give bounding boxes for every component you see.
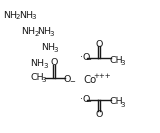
- Text: 3: 3: [54, 47, 58, 53]
- Text: NH: NH: [3, 11, 17, 20]
- Text: O: O: [96, 40, 103, 49]
- Text: O: O: [96, 110, 103, 119]
- Text: −: −: [85, 57, 91, 63]
- Text: 3: 3: [50, 31, 54, 37]
- Text: +++: +++: [93, 73, 111, 79]
- Text: NH: NH: [21, 27, 35, 36]
- Text: 2: 2: [16, 14, 20, 20]
- Text: NH: NH: [19, 11, 33, 20]
- Text: 3: 3: [44, 63, 48, 69]
- Text: 3: 3: [121, 60, 125, 66]
- Text: 3: 3: [121, 101, 125, 107]
- Text: ·O: ·O: [80, 95, 90, 104]
- Text: CH: CH: [110, 97, 124, 106]
- Text: NH: NH: [30, 59, 44, 68]
- Text: NH: NH: [41, 43, 55, 52]
- Text: NH: NH: [37, 27, 51, 36]
- Text: O: O: [64, 75, 71, 84]
- Text: O: O: [51, 58, 58, 67]
- Text: CH: CH: [30, 73, 44, 82]
- Text: −: −: [85, 99, 91, 105]
- Text: Co: Co: [83, 75, 96, 85]
- Text: −: −: [69, 79, 75, 85]
- Text: 3: 3: [32, 14, 36, 20]
- Text: CH: CH: [110, 56, 124, 65]
- Text: ·O: ·O: [80, 53, 90, 62]
- Text: 2: 2: [34, 31, 38, 37]
- Text: 3: 3: [41, 77, 46, 83]
